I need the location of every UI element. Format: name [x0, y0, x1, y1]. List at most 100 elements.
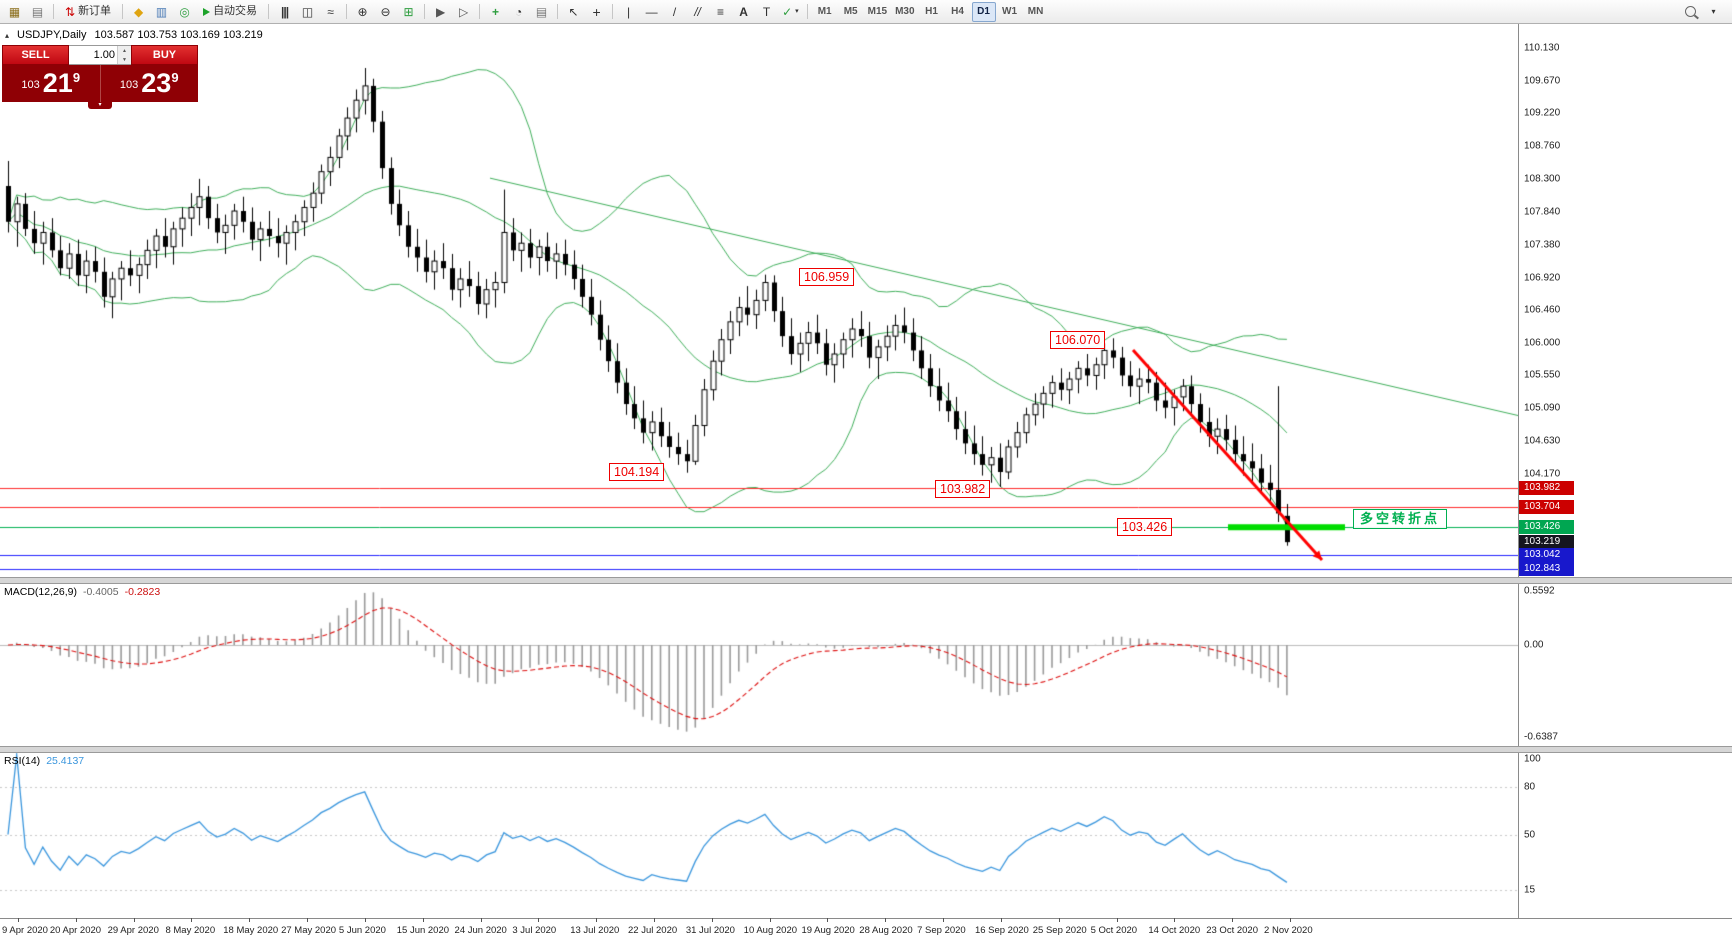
time-axis-tick	[1232, 918, 1234, 922]
price-callout[interactable]: 106.959	[799, 268, 855, 286]
sell-button[interactable]: SELL	[2, 45, 69, 65]
timeframe-button-d1[interactable]: D1	[971, 1, 996, 22]
time-axis-label: 2 Nov 2020	[1264, 925, 1313, 936]
chart-shift-button[interactable]: ▷	[453, 2, 474, 22]
new-order-button[interactable]: ⇅ 新订单	[59, 2, 117, 22]
line-chart-button[interactable]: ≈	[320, 2, 341, 22]
auto-trading-button[interactable]: 自动交易	[197, 2, 263, 22]
new-order-icon: ⇅	[65, 4, 76, 19]
metaeditor-button[interactable]: ◆	[128, 2, 149, 22]
buy-button[interactable]: BUY	[131, 45, 198, 65]
timeframe-button-m30[interactable]: M30	[892, 2, 917, 22]
time-axis-tick	[596, 918, 598, 922]
toolbar-separator	[806, 4, 808, 19]
horizontal-line-tool-button[interactable]: —	[641, 2, 662, 22]
timeframe-button-mn[interactable]: MN	[1024, 2, 1048, 22]
shapes-tool-button[interactable]: ✓ ▾	[779, 2, 802, 22]
zoom-in-button[interactable]: ⊕	[352, 2, 373, 22]
line-chart-icon: ≈	[327, 4, 334, 19]
strategy-tester-button[interactable]: ◎	[174, 2, 195, 22]
macd-pane-splitter[interactable]	[0, 577, 1732, 584]
time-axis-label: 29 Apr 2020	[107, 925, 159, 936]
toolbar-more-button[interactable]: ▾	[1703, 2, 1724, 22]
timeframe-button-m1[interactable]: M1	[813, 2, 837, 22]
timeframe-button-m5[interactable]: M5	[839, 2, 863, 22]
volume-down-button[interactable]: ▼	[118, 55, 131, 64]
fibonacci-tool-button[interactable]: ≡	[710, 2, 731, 22]
price-axis-label: 104.630	[1524, 435, 1561, 447]
tile-windows-button[interactable]: ⊞	[398, 2, 419, 22]
price-axis[interactable]	[1518, 24, 1732, 918]
volume-input[interactable]	[69, 46, 117, 64]
candlestick-chart-button[interactable]: ◫	[297, 2, 318, 22]
price-callout[interactable]: 106.070	[1050, 331, 1106, 349]
toolbar-separator	[612, 4, 614, 19]
price-axis-label: 105.090	[1524, 402, 1561, 414]
symbol-period-label: USDJPY,Daily	[17, 29, 87, 41]
time-axis-label: 5 Jun 2020	[338, 925, 386, 936]
indicators-button[interactable]: +	[485, 2, 506, 22]
time-axis-label: 9 Apr 2020	[2, 925, 48, 936]
price-callout[interactable]: 103.426	[1117, 518, 1173, 536]
shapes-icon: ✓	[782, 4, 793, 19]
rsi-name: RSI(14)	[4, 755, 41, 767]
chevron-down-icon: ▾	[795, 8, 799, 15]
crosshair-tool-button[interactable]: +	[586, 2, 607, 22]
new-chart-button[interactable]: ▦	[4, 2, 25, 22]
time-axis-tick	[1174, 918, 1176, 922]
text-tool-button[interactable]: A	[733, 2, 754, 22]
sell-price-display[interactable]: 103 21 9	[2, 65, 101, 102]
price-callout[interactable]: 104.194	[609, 463, 665, 481]
search-icon	[1685, 6, 1696, 17]
vertical-line-tool-button[interactable]: |	[618, 2, 639, 22]
time-axis-label: 24 Jun 2020	[454, 925, 507, 936]
main-toolbar: ▦ ▤ ⇅ 新订单 ◆ ▥ ◎ 自动交易 ||| ◫ ≈ ⊕ ⊖ ⊞ ▶ ▷ +…	[0, 0, 1732, 24]
ohlc-values: 103.587 103.753 103.169 103.219	[94, 29, 263, 41]
trendline-icon: /	[672, 4, 677, 19]
cursor-tool-button[interactable]: ↖	[563, 2, 584, 22]
trade-panel-prices: 103 21 9 103 23 9	[2, 65, 198, 102]
channel-tool-button[interactable]: //	[687, 2, 708, 22]
bar-chart-button[interactable]: |||	[274, 2, 295, 22]
templates-button[interactable]: ▤	[531, 2, 552, 22]
turning-point-label[interactable]: 多空转折点	[1353, 509, 1448, 529]
price-callout[interactable]: 103.982	[935, 480, 991, 498]
time-axis-label: 19 Aug 2020	[801, 925, 855, 936]
timeframe-button-m15[interactable]: M15	[865, 2, 890, 22]
time-axis-label: 8 May 2020	[165, 925, 216, 936]
search-button[interactable]	[1680, 2, 1701, 22]
time-axis-tick	[827, 918, 829, 922]
one-click-trading-panel: SELL ▲ ▼ BUY 103 21 9 103 23 9 ▾	[2, 45, 198, 109]
time-axis-label: 22 Jul 2020	[628, 925, 678, 936]
rsi-pane-splitter[interactable]	[0, 746, 1732, 753]
price-axis-badge: 103.426	[1519, 520, 1574, 535]
auto-scroll-button[interactable]: ▶	[430, 2, 451, 22]
strategy-tester-icon: ◎	[179, 4, 190, 19]
volume-up-button[interactable]: ▲	[118, 46, 131, 55]
time-axis-label: 15 Jun 2020	[396, 925, 450, 936]
text-label-tool-button[interactable]: T	[756, 2, 777, 22]
time-axis-tick	[885, 918, 887, 922]
new-chart-icon: ▦	[8, 4, 21, 19]
time-axis[interactable]	[0, 918, 1732, 947]
price-axis-label: 106.000	[1524, 337, 1561, 349]
timeframe-button-h4[interactable]: H4	[946, 2, 970, 22]
timeframe-button-h1[interactable]: H1	[920, 2, 944, 22]
new-order-label: 新订单	[78, 5, 112, 17]
zoom-out-button[interactable]: ⊖	[375, 2, 396, 22]
chart-profiles-button[interactable]: ▤	[27, 2, 48, 22]
time-axis-tick	[191, 918, 193, 922]
buy-price-display[interactable]: 103 23 9	[101, 65, 199, 102]
buy-price-sup: 9	[171, 70, 179, 85]
auto-trading-label: 自动交易	[213, 5, 258, 17]
time-axis-label: 20 Apr 2020	[49, 925, 102, 936]
time-axis-tick	[769, 918, 771, 922]
time-axis-tick	[943, 918, 945, 922]
terminal-button[interactable]: ▥	[151, 2, 172, 22]
trade-panel-collapse-tab[interactable]: ▾	[88, 102, 112, 109]
periods-button[interactable]: ◔	[508, 2, 529, 22]
macd-axis-label: 0.00	[1524, 639, 1544, 651]
trendline-tool-button[interactable]: /	[664, 2, 685, 22]
timeframe-button-w1[interactable]: W1	[998, 2, 1022, 22]
